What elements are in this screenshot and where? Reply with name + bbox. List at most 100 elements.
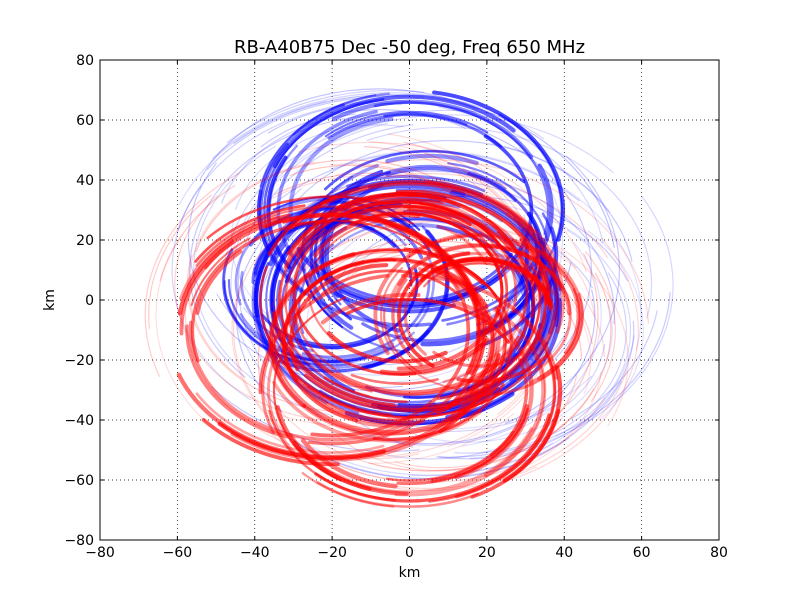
- red-uv-track: [394, 449, 518, 469]
- blue-uv-track: [461, 242, 602, 447]
- blue-uv-track: [587, 230, 644, 421]
- red-uv-track: [487, 237, 639, 487]
- red-uv-track: [502, 365, 563, 483]
- red-uv-track: [289, 427, 534, 495]
- blue-uv-track: [326, 170, 616, 325]
- red-uv-track: [478, 243, 572, 316]
- red-uv-track: [326, 192, 457, 215]
- blue-uv-track: [447, 162, 549, 242]
- red-uv-track: [179, 215, 278, 300]
- red-uv-track: [451, 299, 534, 480]
- blue-uv-track: [187, 162, 403, 389]
- red-uv-track: [428, 321, 556, 503]
- red-uv-track: [585, 251, 616, 402]
- blue-uv-track: [387, 447, 501, 460]
- red-uv-track: [268, 272, 363, 435]
- red-uv-track: [514, 218, 596, 317]
- red-uv-track: [378, 369, 628, 490]
- red-uv-track: [403, 141, 544, 296]
- red-uv-track: [268, 409, 396, 502]
- blue-uv-track: [570, 310, 658, 420]
- red-uv-track: [526, 253, 599, 444]
- red-uv-track: [190, 220, 329, 363]
- red-uv-track: [272, 296, 347, 482]
- red-uv-track: [347, 204, 472, 227]
- x-tick-label: 40: [555, 545, 573, 561]
- red-uv-track: [185, 324, 289, 439]
- red-uv-track: [430, 267, 495, 415]
- red-uv-track: [290, 182, 558, 278]
- blue-uv-track: [221, 113, 356, 204]
- red-uv-track: [395, 189, 551, 297]
- blue-uv-track: [222, 109, 496, 281]
- red-uv-track: [217, 421, 387, 461]
- red-uv-track: [424, 153, 532, 251]
- red-uv-track: [396, 407, 530, 486]
- blue-uv-track: [234, 124, 404, 211]
- red-uv-track: [174, 195, 343, 423]
- blue-uv-track: [230, 122, 388, 383]
- red-uv-track: [155, 233, 215, 430]
- red-uv-track: [332, 396, 606, 483]
- blue-uv-track: [464, 124, 592, 360]
- red-uv-track: [260, 383, 595, 472]
- y-tick-label: 0: [85, 293, 94, 309]
- red-uv-track: [371, 211, 501, 271]
- red-uv-track: [383, 308, 423, 375]
- red-uv-track: [144, 172, 240, 377]
- blue-uv-track: [567, 344, 606, 405]
- y-tick-label: −20: [64, 353, 94, 369]
- red-uv-track: [258, 273, 390, 395]
- red-uv-track: [261, 344, 276, 434]
- blue-uv-track: [435, 291, 671, 458]
- blue-uv-track: [251, 151, 580, 227]
- red-uv-track: [391, 278, 424, 367]
- blue-uv-track: [503, 145, 611, 213]
- red-uv-track: [368, 141, 538, 330]
- red-uv-track: [307, 285, 481, 446]
- red-uv-track: [445, 313, 487, 410]
- red-uv-track: [355, 352, 548, 458]
- y-tick-label: 80: [76, 53, 94, 69]
- blue-uv-track: [259, 142, 432, 328]
- red-uv-track: [540, 236, 629, 427]
- blue-uv-track: [171, 185, 251, 401]
- red-uv-track: [201, 418, 340, 467]
- blue-uv-track: [324, 200, 410, 229]
- red-uv-track: [297, 197, 487, 247]
- red-uv-track: [304, 189, 458, 229]
- red-uv-track: [407, 234, 556, 263]
- red-uv-track: [528, 288, 581, 384]
- blue-uv-track: [230, 114, 614, 259]
- red-uv-track: [387, 133, 529, 216]
- blue-uv-track: [373, 101, 550, 236]
- red-uv-track: [330, 163, 509, 290]
- blue-uv-track: [313, 170, 391, 321]
- red-uv-track: [323, 376, 408, 404]
- red-uv-track: [320, 269, 462, 298]
- red-uv-track: [350, 249, 583, 360]
- red-uv-track: [177, 213, 291, 316]
- red-uv-track: [432, 312, 547, 368]
- red-uv-track: [407, 208, 509, 320]
- blue-uv-track: [520, 232, 593, 289]
- x-tick-label: 60: [633, 545, 651, 561]
- red-uv-track: [232, 196, 337, 456]
- red-uv-track: [190, 237, 251, 307]
- red-uv-track: [292, 440, 409, 496]
- red-uv-track: [546, 272, 612, 438]
- red-uv-track: [394, 346, 547, 497]
- red-uv-track: [436, 254, 513, 405]
- red-uv-track: [301, 472, 395, 508]
- red-uv-track: [522, 371, 602, 469]
- red-uv-track: [257, 251, 324, 432]
- red-uv-track: [475, 292, 584, 397]
- blue-uv-track: [276, 109, 378, 272]
- red-uv-track: [300, 438, 398, 489]
- red-uv-track: [513, 248, 572, 381]
- y-tick-label: 20: [76, 233, 94, 249]
- red-uv-track: [370, 413, 515, 464]
- red-uv-track: [326, 331, 448, 364]
- blue-uv-track: [496, 204, 587, 243]
- blue-uv-track: [200, 88, 478, 179]
